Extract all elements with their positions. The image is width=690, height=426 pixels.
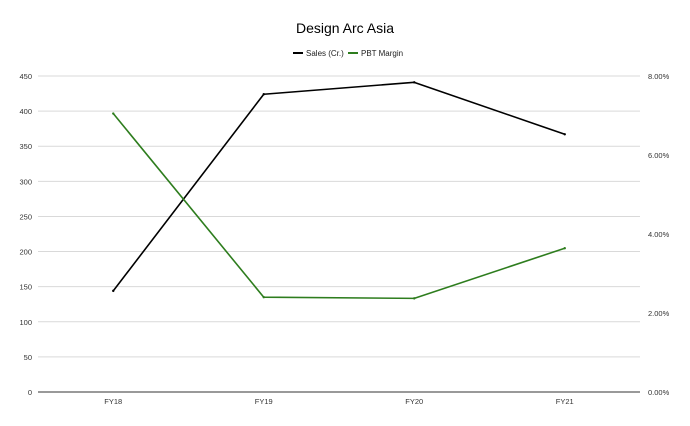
left-tick-label: 100 <box>19 318 32 327</box>
chart-title: Design Arc Asia <box>296 20 394 36</box>
data-point-sales <box>413 81 416 84</box>
right-tick-label: 4.00% <box>648 230 670 239</box>
data-point-sales <box>563 133 566 136</box>
legend-label-sales: Sales (Cr.) <box>306 49 344 58</box>
left-tick-label: 50 <box>24 353 32 362</box>
left-tick-label: 150 <box>19 283 32 292</box>
data-point-pbt-margin <box>262 296 265 299</box>
data-point-pbt-margin <box>563 247 566 250</box>
left-tick-label: 0 <box>28 388 32 397</box>
legend-label-pbt-margin: PBT Margin <box>361 49 403 58</box>
left-tick-label: 400 <box>19 107 32 116</box>
series-line-pbt-margin <box>112 113 566 300</box>
left-tick-label: 300 <box>19 177 32 186</box>
data-point-sales <box>112 289 115 293</box>
x-tick-label: FY19 <box>255 397 273 406</box>
data-point-pbt-margin <box>112 112 115 115</box>
right-tick-label: 6.00% <box>648 151 670 160</box>
x-tick-label: FY21 <box>556 397 574 406</box>
right-axis-ticks: 0.00% 2.00% 4.00% 6.00% 8.00% <box>648 72 670 397</box>
right-tick-label: 0.00% <box>648 388 670 397</box>
x-tick-label: FY18 <box>104 397 122 406</box>
series <box>112 81 566 300</box>
left-axis-ticks: 0 50 100 150 200 250 300 350 400 450 <box>19 72 32 397</box>
gridlines <box>38 75 640 393</box>
series-line-sales <box>112 81 566 292</box>
right-tick-label: 2.00% <box>648 309 670 318</box>
left-tick-label: 200 <box>19 248 32 257</box>
legend: Sales (Cr.) PBT Margin <box>293 49 403 58</box>
left-tick-label: 450 <box>19 72 32 81</box>
left-tick-label: 350 <box>19 142 32 151</box>
left-tick-label: 250 <box>19 212 32 221</box>
data-point-sales <box>262 93 265 96</box>
right-tick-label: 8.00% <box>648 72 670 81</box>
data-point-pbt-margin <box>413 297 416 300</box>
x-tick-label: FY20 <box>405 397 423 406</box>
x-axis-ticks: FY18 FY19 FY20 FY21 <box>104 397 573 406</box>
